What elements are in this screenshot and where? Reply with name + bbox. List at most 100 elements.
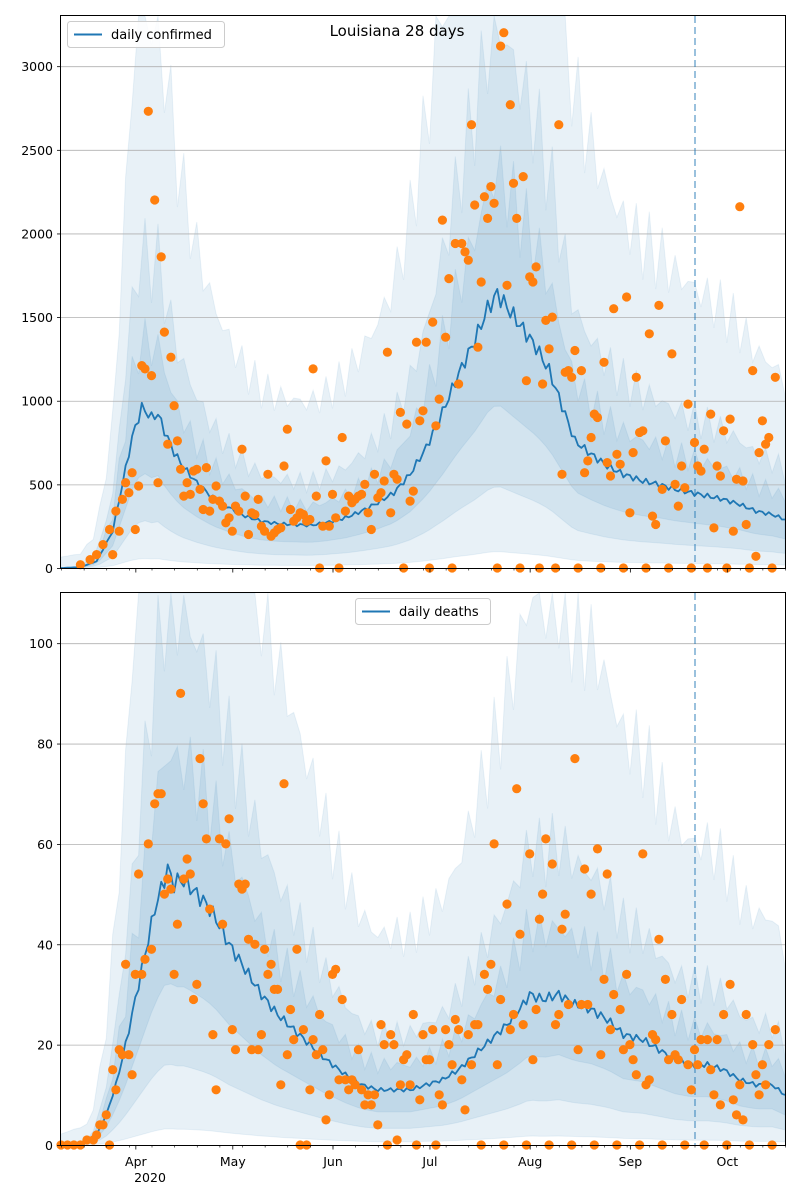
data-point (395, 1080, 405, 1090)
data-point (470, 200, 480, 210)
data-point (253, 494, 263, 504)
band-inner (61, 736, 785, 1145)
data-point (538, 889, 548, 899)
data-point (392, 474, 402, 484)
data-point (748, 1040, 758, 1050)
data-point (230, 1045, 241, 1055)
data-point (363, 1090, 373, 1100)
data-point (340, 506, 350, 516)
data-point (583, 999, 593, 1010)
data-point (337, 432, 347, 443)
x-tick-label: Apr (125, 1154, 147, 1169)
data-point (263, 969, 273, 980)
data-point (386, 1030, 396, 1040)
data-point (85, 555, 95, 565)
data-point (628, 448, 638, 458)
data-point (108, 550, 118, 560)
data-point (654, 300, 664, 310)
data-point (638, 426, 648, 436)
data-point (463, 255, 473, 265)
data-point (486, 182, 496, 192)
data-point (311, 1050, 321, 1060)
data-point (525, 849, 535, 859)
data-point (644, 329, 654, 339)
data-point (489, 198, 499, 208)
data-point (308, 364, 318, 374)
data-point (731, 1110, 742, 1120)
data-point (612, 449, 622, 459)
data-point (392, 1135, 402, 1145)
y-tick-label: 0 (45, 561, 53, 576)
data-point (402, 419, 412, 429)
x-tick-label: Aug (518, 1154, 542, 1169)
data-point (192, 464, 202, 474)
data-point (667, 349, 677, 359)
data-point (124, 1050, 134, 1060)
data-point (751, 1070, 761, 1080)
data-point (376, 488, 386, 498)
data-point (570, 345, 580, 356)
data-point (153, 478, 163, 488)
data-point (670, 479, 680, 489)
data-point (318, 1045, 328, 1055)
data-point (243, 934, 254, 944)
data-point (754, 1090, 764, 1100)
data-point (563, 999, 574, 1010)
data-point (450, 1014, 460, 1025)
data-point (625, 508, 635, 518)
y-tick-label: 40 (37, 937, 53, 952)
data-point (124, 488, 134, 498)
data-point (728, 526, 738, 536)
series-line (61, 863, 785, 1145)
data-point (234, 506, 244, 516)
data-point (163, 439, 173, 449)
data-point (166, 884, 176, 894)
data-point (628, 1055, 638, 1065)
data-point (770, 372, 780, 382)
data-point (201, 834, 211, 844)
daily-deaths-line (61, 863, 785, 1145)
data-point (738, 476, 748, 486)
data-point (260, 526, 270, 536)
data-point (512, 784, 522, 794)
data-point (441, 332, 451, 342)
data-point (586, 432, 596, 443)
data-point (741, 519, 751, 530)
data-point (466, 120, 477, 130)
confidence-bands (61, 593, 785, 1145)
data-point (515, 929, 525, 939)
data-point (169, 401, 179, 411)
band-outer (61, 593, 785, 1145)
data-point (227, 1025, 237, 1035)
data-point (702, 1035, 713, 1045)
data-point (101, 1110, 111, 1120)
data-point (447, 1060, 457, 1070)
data-point (557, 924, 567, 934)
x-tick-label: May (220, 1154, 246, 1169)
data-point (706, 1065, 716, 1075)
data-point (609, 989, 619, 1000)
data-point (689, 1045, 700, 1055)
data-point (554, 1009, 564, 1020)
data-point (263, 469, 273, 479)
data-point (366, 524, 376, 535)
data-point (192, 979, 202, 990)
data-point (143, 839, 153, 849)
data-point (104, 524, 115, 535)
data-point (224, 513, 234, 523)
data-point (276, 1080, 286, 1090)
data-point (373, 1120, 383, 1130)
data-point (748, 366, 758, 376)
data-point (741, 1009, 751, 1020)
data-point (460, 247, 470, 257)
daily-deaths-points (56, 688, 780, 1150)
data-point (172, 436, 182, 446)
data-point (324, 521, 334, 531)
data-point (363, 508, 373, 518)
data-point (321, 456, 331, 466)
data-point (512, 213, 522, 223)
data-point (360, 1100, 370, 1110)
data-point (360, 479, 370, 489)
data-point (159, 327, 169, 337)
data-point (285, 1004, 296, 1015)
